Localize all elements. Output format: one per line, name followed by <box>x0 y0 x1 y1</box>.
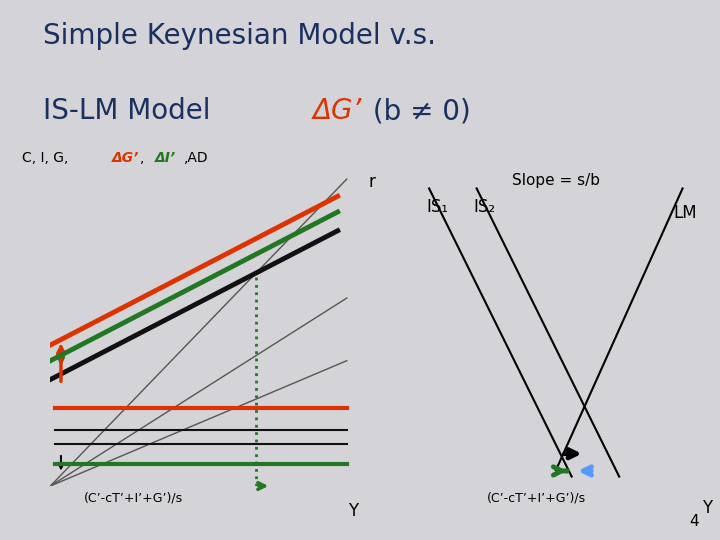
Text: (C’-cT’+I’+G’)/s: (C’-cT’+I’+G’)/s <box>487 492 586 505</box>
Text: Y: Y <box>348 502 358 519</box>
Text: 4: 4 <box>689 514 698 529</box>
Text: LM: LM <box>673 204 697 222</box>
Text: IS-LM Model: IS-LM Model <box>43 97 220 125</box>
Text: ,: , <box>140 151 149 165</box>
Text: IS₁: IS₁ <box>426 198 448 216</box>
Text: r: r <box>369 173 376 191</box>
Text: Y: Y <box>701 498 711 517</box>
Text: ΔI’: ΔI’ <box>155 151 176 165</box>
Text: ΔG’: ΔG’ <box>112 151 139 165</box>
Text: ,AD: ,AD <box>184 151 208 165</box>
Text: (C’-cT’+I’+G’)/s: (C’-cT’+I’+G’)/s <box>84 492 183 505</box>
Text: C, I, G,: C, I, G, <box>22 151 72 165</box>
Text: ΔG’: ΔG’ <box>313 97 363 125</box>
Text: Slope = s/b: Slope = s/b <box>512 173 600 188</box>
Text: (b ≠ 0): (b ≠ 0) <box>364 97 470 125</box>
Text: IS₂: IS₂ <box>474 198 495 216</box>
Text: Simple Keynesian Model v.s.: Simple Keynesian Model v.s. <box>43 22 436 50</box>
